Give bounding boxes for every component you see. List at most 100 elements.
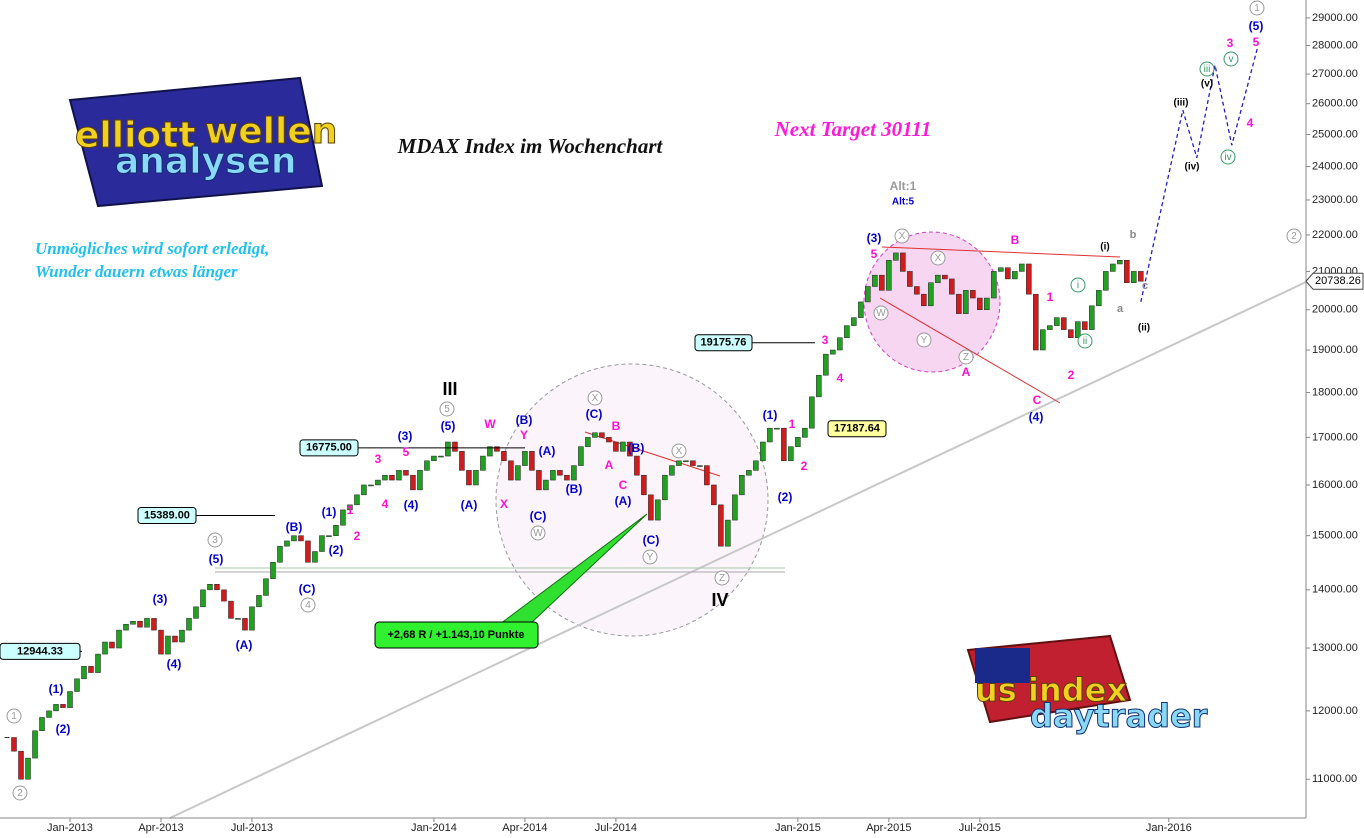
- candle-body: [907, 271, 913, 287]
- candle-body: [151, 618, 157, 631]
- wave-label: (5): [441, 419, 456, 433]
- candle-body: [382, 474, 388, 481]
- candle-body: [1124, 260, 1130, 283]
- candle-body: [592, 432, 598, 438]
- candle-body: [487, 446, 493, 457]
- wave-label: (1): [763, 408, 778, 422]
- x-tick-label: Apr-2014: [502, 822, 547, 834]
- x-tick-label: Jul-2015: [959, 822, 1001, 834]
- wave-label: 2: [1291, 231, 1297, 242]
- candle-body: [214, 583, 220, 591]
- candle-body: [949, 278, 955, 295]
- candle-body: [270, 562, 276, 579]
- wave-label: ii: [1083, 336, 1087, 347]
- y-tick-label: 29000.00: [1312, 12, 1358, 24]
- wave-label: W: [876, 308, 886, 319]
- candle-body: [564, 474, 570, 481]
- candle-body: [1096, 290, 1102, 307]
- candle-body: [1040, 329, 1046, 351]
- candle-body: [102, 641, 108, 655]
- wave-label: Y: [921, 335, 928, 346]
- price-box: [299, 439, 359, 457]
- candle-body: [284, 540, 290, 547]
- wave-circle-mark: [439, 401, 455, 417]
- candle-body: [984, 297, 990, 310]
- wave-label: (B): [628, 441, 645, 455]
- target-text: Next Target 30111: [774, 117, 932, 141]
- candle-body: [389, 474, 395, 481]
- candle-body: [886, 260, 892, 291]
- candle-body: [305, 540, 311, 563]
- candle-body: [1012, 271, 1018, 280]
- wave-label: 4: [382, 497, 389, 511]
- alt-label: Alt:1: [890, 179, 917, 193]
- wave-label: (v): [1201, 79, 1213, 90]
- candle-body: [32, 730, 38, 759]
- wave-circle-mark: [1199, 61, 1215, 77]
- wave-label: C: [1033, 393, 1042, 407]
- candle-body: [396, 470, 402, 481]
- last-price-label: 20738.26: [1315, 275, 1361, 287]
- x-tick-label: Jan-2015: [775, 822, 821, 834]
- x-tick-label: Jul-2013: [231, 822, 273, 834]
- y-tick-label: 15000.00: [1312, 530, 1358, 542]
- y-tick-label: 13000.00: [1312, 642, 1358, 654]
- logo-text: wellen: [205, 111, 337, 152]
- candle-body: [634, 455, 640, 476]
- wave-label: B: [612, 419, 621, 433]
- logo-right: us index daytrader: [966, 634, 1208, 736]
- candle-body: [235, 618, 241, 620]
- y-tick-label: 20000.00: [1312, 304, 1358, 316]
- candle-body: [865, 286, 871, 303]
- candle-body: [739, 474, 745, 496]
- wave-circle-mark: [671, 443, 687, 459]
- price-label: 16775.00: [306, 442, 352, 454]
- wave-label: B: [1011, 233, 1020, 247]
- wave-label: (iv): [1185, 162, 1200, 173]
- wave-label: (1): [322, 505, 337, 519]
- price-label: 15389.00: [144, 509, 190, 521]
- logo-text: us index: [975, 671, 1127, 709]
- wave-label: (3): [867, 231, 882, 245]
- wave-label: (2): [329, 543, 344, 557]
- candle-body: [725, 519, 731, 547]
- x-tick-label: Apr-2015: [866, 822, 911, 834]
- candle-body: [445, 441, 451, 457]
- candle-body: [1026, 263, 1032, 295]
- wave-label: Z: [963, 352, 969, 363]
- candle-body: [1033, 293, 1039, 351]
- y-tick-label: 14000.00: [1312, 584, 1358, 596]
- wave-label: X: [935, 253, 942, 264]
- price-label: 12944.33: [17, 645, 63, 657]
- wave-label: X: [676, 446, 683, 457]
- candle-body: [844, 325, 850, 338]
- candle-body: [795, 437, 801, 447]
- wave-label: X: [899, 231, 906, 242]
- candle-body: [732, 494, 738, 521]
- candle-body: [452, 441, 458, 452]
- candle-body: [781, 427, 787, 462]
- price-label: 19175.76: [701, 337, 747, 349]
- candle-body: [193, 606, 199, 619]
- wave-label: W: [484, 417, 496, 431]
- candle-body: [578, 446, 584, 466]
- candle-body: [1054, 317, 1060, 326]
- x-tick-label: Jul-2014: [595, 822, 637, 834]
- candle-body: [977, 297, 983, 310]
- wave-circle-mark: [894, 228, 910, 244]
- candle-body: [347, 504, 353, 511]
- candle-body: [88, 666, 94, 673]
- wave-label: 1: [11, 711, 17, 722]
- candle-body: [1089, 305, 1095, 330]
- wave-label: (3): [398, 429, 413, 443]
- wave-label: (B): [566, 482, 583, 496]
- logo-text: daytrader: [1030, 697, 1208, 735]
- candle-body: [550, 470, 556, 481]
- wave-label: (2): [778, 490, 793, 504]
- candle-body: [1131, 271, 1137, 283]
- candle-body: [410, 474, 416, 491]
- price-box: [827, 420, 887, 438]
- candle-body: [655, 499, 661, 521]
- y-tick-label: 11000.00: [1312, 773, 1357, 785]
- wave-label: (B): [286, 520, 303, 534]
